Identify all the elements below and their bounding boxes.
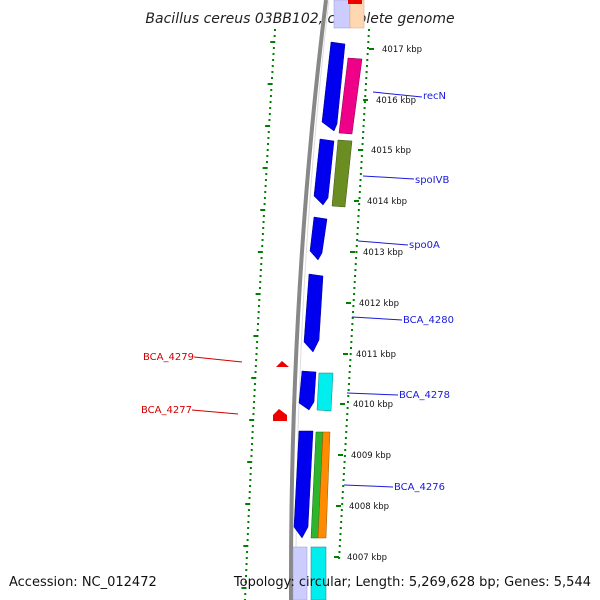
kbp-label: 4008 kbp <box>349 502 389 512</box>
label-line-spoIVB <box>362 175 415 180</box>
map-title: Bacillus cereus 03BB102, complete genome <box>145 11 454 27</box>
kbp-label: 4016 kbp <box>376 96 416 106</box>
label-line-BCA_4276 <box>343 484 394 488</box>
kbp-label: 4014 kbp <box>367 197 407 207</box>
reverse-arrow-BCA_4279 <box>276 361 289 367</box>
feature-red-top <box>348 0 362 4</box>
cds-arrow-recN <box>321 41 346 132</box>
feature-recN-pink <box>338 57 363 135</box>
kbp-label: 4007 kbp <box>347 553 387 563</box>
gene-label-recN: recN <box>423 91 446 102</box>
kbp-label: 4009 kbp <box>351 451 391 461</box>
kbp-label: 4010 kbp <box>353 400 393 410</box>
label-line-BCA_4280 <box>351 316 403 321</box>
cds-arrow-BCA_4276 <box>293 430 314 539</box>
kbp-label: 4011 kbp <box>356 350 396 360</box>
label-line-spo0A <box>357 240 409 246</box>
gene-label-BCA_4280: BCA_4280 <box>403 315 454 326</box>
gene-label-BCA_4278: BCA_4278 <box>399 390 450 401</box>
feature-lavender-top <box>333 0 351 29</box>
cds-arrow-spo0A <box>309 216 328 261</box>
label-line-BCA_4278 <box>346 392 399 396</box>
topology-text: Topology: circular; Length: 5,269,628 bp… <box>233 575 591 590</box>
kbp-label: 4012 kbp <box>359 299 399 309</box>
cds-arrow-BCA_4278 <box>298 370 317 411</box>
label-line-BCA_4277 <box>191 409 239 415</box>
gene-label-spo0A: spo0A <box>409 240 440 251</box>
cds-arrow-BCA_4280 <box>303 273 324 353</box>
reverse-arrow-BCA_4277 <box>273 409 287 421</box>
gene-label-BCA_4276: BCA_4276 <box>394 482 445 493</box>
feature-spoIVB-olive <box>331 139 353 208</box>
gene-label-BCA_4277: BCA_4277 <box>141 405 192 416</box>
forward-gene-labels: recN spoIVB spo0A BCA_4280 BCA_4278 BCA_… <box>343 91 454 493</box>
gene-label-BCA_4279: BCA_4279 <box>143 352 194 363</box>
genome-backbone <box>288 0 328 600</box>
accession-text: Accession: NC_012472 <box>9 575 157 590</box>
gene-label-spoIVB: spoIVB <box>415 175 449 186</box>
feature-lavender-bottom <box>292 546 308 600</box>
gc-content-track <box>241 29 276 600</box>
feature-BCA_4278-cyan <box>316 372 334 412</box>
gc-skew-track <box>338 29 370 559</box>
cds-arrow-spoIVB <box>313 138 335 206</box>
feature-BCA_4276-orange <box>317 431 331 539</box>
kbp-label: 4015 kbp <box>371 146 411 156</box>
feature-peach-top <box>349 0 365 29</box>
kbp-label: 4017 kbp <box>382 45 422 55</box>
label-line-recN <box>372 91 423 98</box>
label-line-BCA_4279 <box>193 356 243 363</box>
kbp-scale: 4017 kbp 4016 kbp 4015 kbp 4014 kbp 4013 kbp… <box>334 45 422 563</box>
reverse-gene-labels: BCA_4279 BCA_4277 <box>141 352 243 416</box>
kbp-label: 4013 kbp <box>363 248 403 258</box>
feature-cyan-bottom <box>310 546 327 600</box>
